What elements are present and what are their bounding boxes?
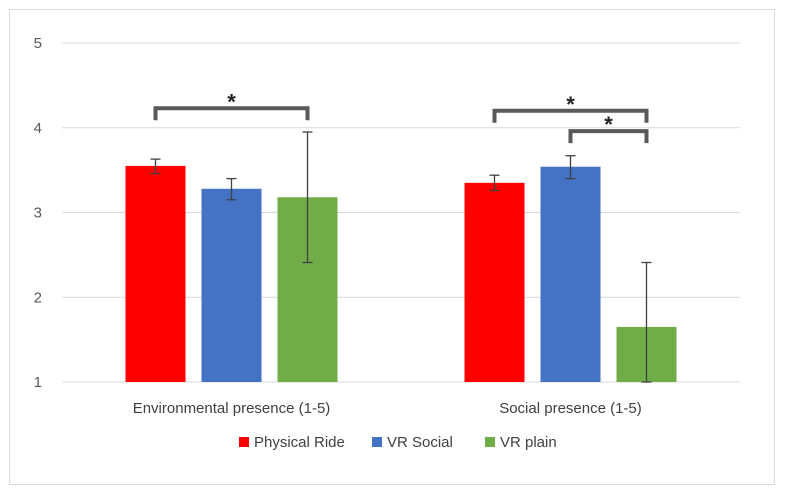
significance-star: * — [566, 92, 575, 117]
category-label: Social presence (1-5) — [499, 400, 642, 417]
y-tick-label: 3 — [34, 205, 42, 222]
bar — [540, 166, 601, 382]
legend: Physical Ride VR Social VR plain — [239, 434, 557, 451]
legend-item: VR plain — [485, 434, 557, 451]
significance-star: * — [227, 89, 236, 114]
significance-brackets: * * * — [153, 89, 649, 144]
bars — [125, 165, 677, 382]
y-tick-label: 4 — [34, 120, 42, 137]
error-bars — [150, 131, 652, 383]
legend-item: Physical Ride — [239, 434, 345, 451]
legend-label: VR Social — [387, 434, 453, 451]
y-axis-ticks: 1 2 3 4 5 — [34, 35, 42, 391]
category-labels: Environmental presence (1-5) Social prese… — [133, 400, 642, 417]
legend-swatch — [239, 437, 249, 447]
significance-bracket — [492, 108, 649, 123]
chart-frame — [9, 9, 775, 485]
significance-star: * — [604, 112, 613, 137]
y-tick-label: 1 — [34, 374, 42, 391]
legend-label: VR plain — [500, 434, 557, 451]
y-tick-label: 2 — [34, 289, 42, 306]
legend-swatch — [372, 437, 382, 447]
y-tick-label: 5 — [34, 35, 42, 52]
legend-item: VR Social — [372, 434, 453, 451]
bar — [464, 182, 525, 382]
legend-swatch — [485, 437, 495, 447]
significance-bracket — [153, 106, 310, 121]
bar — [125, 165, 186, 382]
significance-bracket — [568, 129, 649, 144]
bar — [201, 188, 262, 382]
legend-label: Physical Ride — [254, 434, 345, 451]
category-label: Environmental presence (1-5) — [133, 400, 331, 417]
